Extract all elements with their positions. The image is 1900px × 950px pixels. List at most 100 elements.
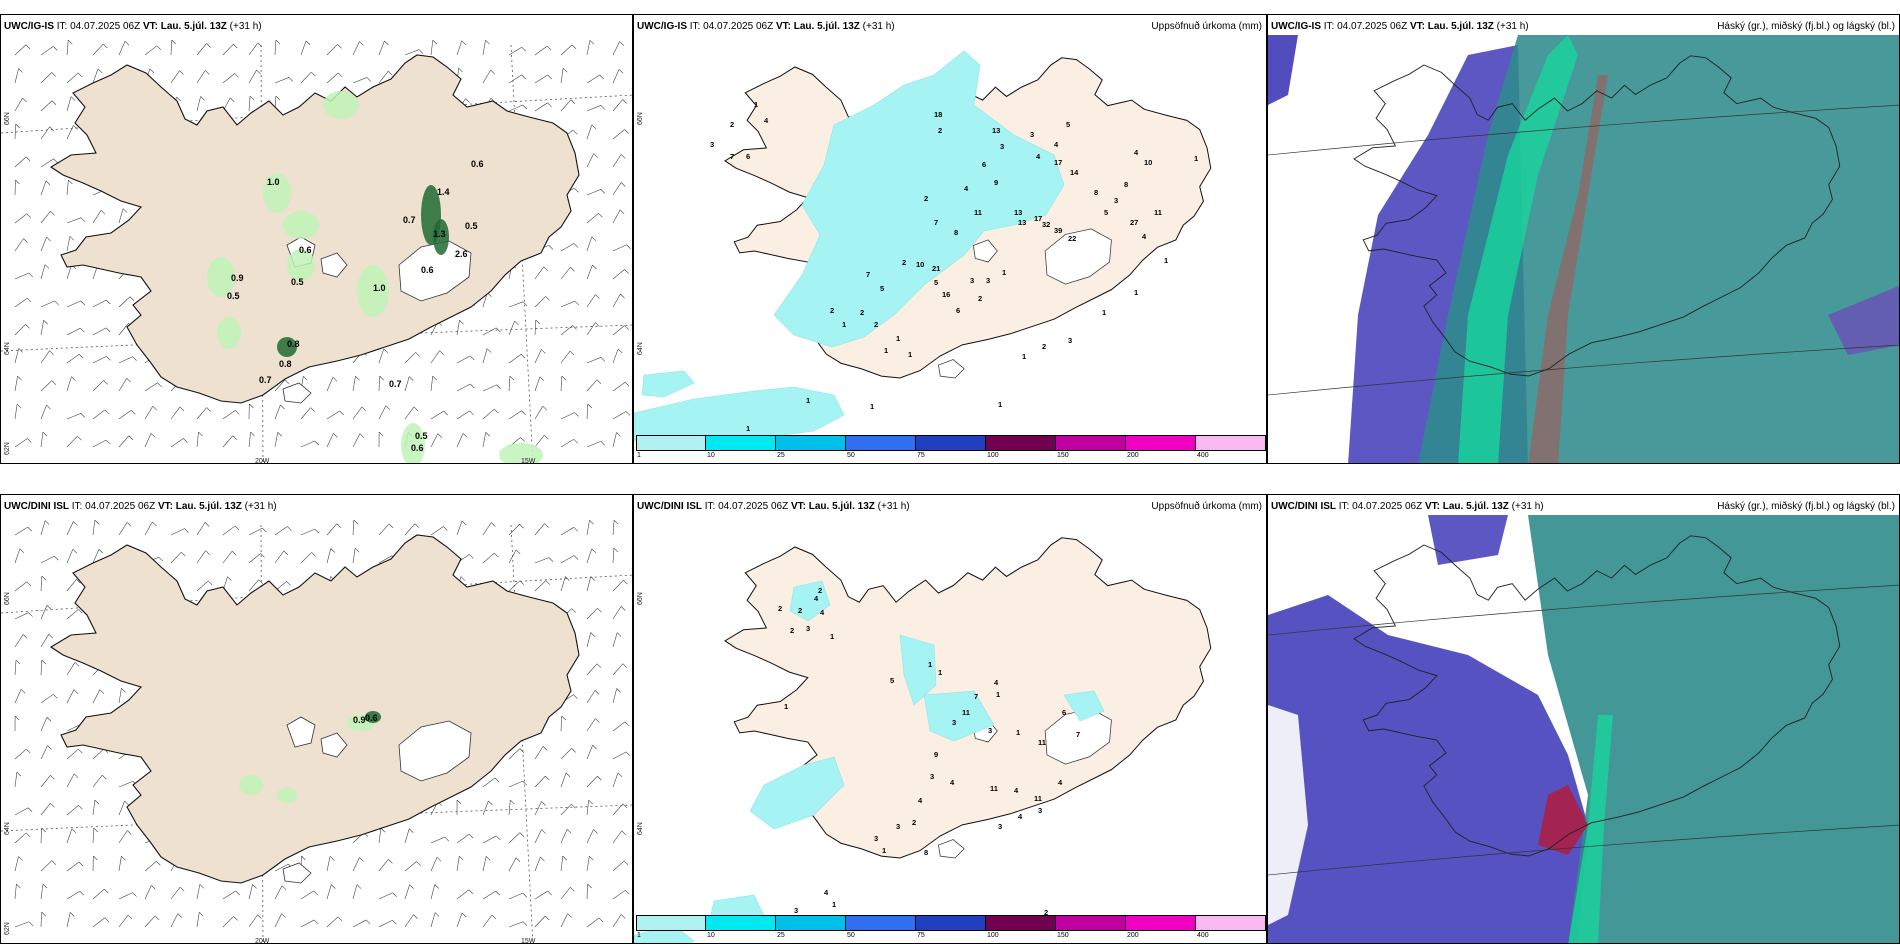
wind-barb: [222, 890, 236, 900]
wind-barb: [300, 40, 307, 56]
wind-barb-flag: [99, 689, 105, 694]
wind-barb-flag: [16, 883, 21, 889]
wind-barb-flag: [284, 379, 290, 385]
precip-value: 22: [1068, 234, 1076, 243]
wind-barb: [508, 104, 523, 112]
wind-barb: [560, 555, 575, 564]
wind-barb-flag: [624, 382, 630, 387]
wind-barb: [404, 352, 416, 364]
wind-barb-flag: [439, 350, 444, 355]
wind-barb: [14, 807, 29, 816]
wind-barb: [222, 410, 236, 420]
wind-barb: [144, 45, 158, 56]
wind-barb: [118, 356, 133, 364]
precip-value: 2: [912, 818, 916, 827]
value-label: 0.6: [411, 443, 424, 453]
wind-barb-flag: [286, 581, 291, 586]
wind-barb: [14, 748, 27, 760]
wind-barb-flag: [154, 915, 160, 921]
wind-barb: [66, 96, 72, 112]
wind-barb: [222, 73, 235, 84]
wind-barb: [40, 158, 54, 168]
wind-barb-flag: [158, 556, 164, 562]
wind-barb-flag: [126, 377, 131, 383]
wind-barb-flag: [314, 440, 319, 446]
lon-tick-label: 20W: [255, 938, 270, 944]
wind-barb: [430, 857, 438, 872]
wind-barb: [612, 411, 627, 420]
precip-value: 2: [818, 586, 822, 595]
wind-barb: [92, 380, 104, 392]
wind-barb-flag: [520, 354, 526, 359]
graticule: [1268, 344, 1899, 396]
wind-barb: [586, 744, 593, 760]
wind-barb-flag: [16, 771, 22, 777]
wind-barb: [404, 376, 410, 392]
wind-barb-flag: [548, 245, 554, 250]
wind-barb: [92, 299, 107, 308]
wind-barb: [14, 44, 27, 56]
wind-barb: [586, 663, 598, 676]
wind-barb: [456, 320, 460, 336]
wind-barb-flag: [486, 348, 492, 353]
wind-barb-flag: [43, 320, 48, 325]
legend-swatch: [706, 435, 776, 451]
wind-barb: [560, 325, 573, 336]
wind-barb: [534, 775, 546, 788]
wind-barb-flag: [623, 579, 628, 585]
wind-barb-flag: [106, 299, 111, 305]
wind-barb-flag: [51, 860, 57, 865]
wind-barb: [326, 884, 332, 900]
wind-barb: [14, 238, 24, 252]
precip-areas: [634, 50, 1065, 444]
wind-barb-flag: [97, 68, 103, 74]
wind-barb-flag: [459, 319, 464, 325]
wind-barb-flag: [310, 407, 315, 412]
lon-tick-label: 15W: [521, 458, 536, 464]
wind-barb-flag: [287, 526, 292, 531]
wind-barb-flag: [50, 775, 55, 780]
wind-barb-flag: [227, 576, 232, 581]
wind-barb-flag: [46, 605, 52, 610]
wind-barb: [326, 523, 338, 536]
wind-barb: [196, 522, 206, 536]
wind-barb: [352, 77, 368, 84]
wind-barb: [612, 579, 624, 592]
wind-barb-flag: [600, 357, 606, 362]
wind-barb: [352, 919, 367, 928]
wind-barb-flag: [570, 99, 576, 104]
wind-barb: [66, 327, 81, 336]
wind-barb: [378, 523, 390, 536]
panel-title: Uppsöfnuð úrkoma (mm): [1151, 21, 1262, 32]
wind-barb-flag: [54, 300, 59, 306]
wind-barb-flag: [234, 73, 239, 78]
wind-barb-flag: [77, 72, 83, 78]
precip-value: 8: [1124, 180, 1128, 189]
wind-barb: [352, 520, 355, 536]
wind-barb-flag: [413, 914, 418, 919]
precip-area: [789, 580, 831, 622]
precip-value: 11: [1038, 738, 1046, 747]
wind-barb: [508, 353, 522, 364]
wind-barb-flag: [488, 800, 493, 806]
glacier-vatnajokull: [398, 720, 472, 782]
precip-value: 1: [832, 900, 836, 909]
wind-barb-flag: [127, 914, 133, 920]
wind-barb: [274, 40, 277, 56]
value-label: 0.6: [421, 265, 434, 275]
wind-barb-flag: [626, 751, 631, 757]
precip-value: 1: [1134, 288, 1138, 297]
legend-frame: [636, 435, 1266, 451]
wind-barb: [14, 438, 28, 448]
wind-barb-flag: [541, 801, 546, 806]
wind-barb-flag: [180, 886, 185, 892]
wind-barb-flag: [470, 355, 475, 361]
wind-barb-flag: [409, 828, 414, 833]
wind-barb: [560, 68, 564, 84]
wind-barb-flag: [519, 832, 525, 837]
wind-barb: [170, 886, 181, 900]
wind-barb: [170, 70, 180, 84]
wind-barb-flag: [46, 717, 52, 722]
wind-barb: [274, 432, 279, 448]
wind-barb: [40, 236, 47, 252]
